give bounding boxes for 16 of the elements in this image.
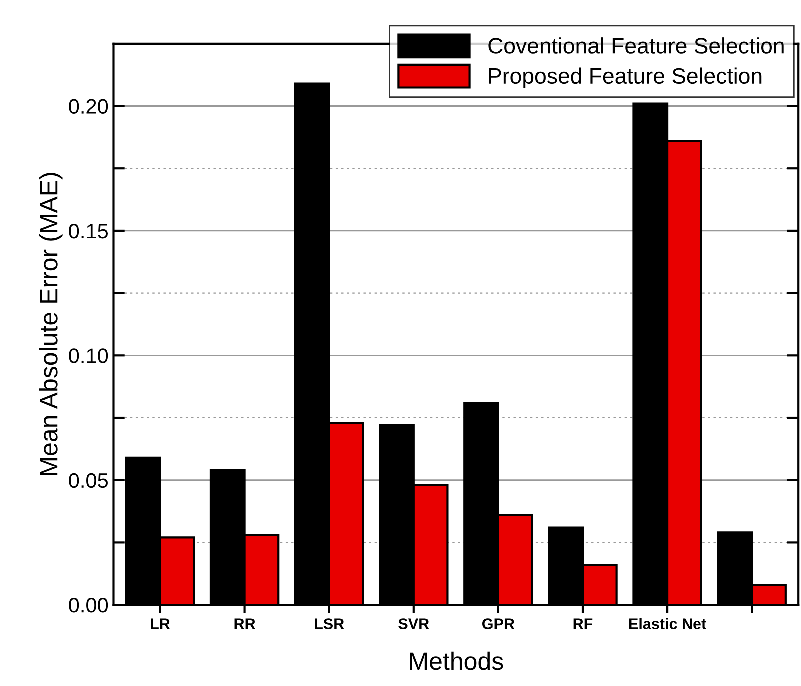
y-tick-label: 0.15 xyxy=(69,224,108,239)
x-tick-label: Elastic Net xyxy=(630,618,706,630)
legend-label: Coventional Feature Selection xyxy=(488,38,784,54)
x-tick-label: RF xyxy=(574,618,593,630)
x-tick-label: SVR xyxy=(398,618,430,630)
x-tick-label: LSR xyxy=(315,618,344,630)
x-tick-label: GPR xyxy=(482,618,515,630)
y-tick-label: 0.20 xyxy=(69,99,108,114)
y-tick-label: 0.10 xyxy=(69,348,108,364)
y-tick-label: 0.00 xyxy=(69,598,108,613)
legend-label: Proposed Feature Selection xyxy=(489,68,762,88)
y-axis-title: Mean Absolute Error (MAE) xyxy=(39,173,63,476)
x-tick-label: RR xyxy=(234,618,256,630)
x-axis-title: Methods xyxy=(410,652,504,670)
y-tick-label: 0.05 xyxy=(69,473,108,488)
x-tick-label: LR xyxy=(151,618,170,630)
